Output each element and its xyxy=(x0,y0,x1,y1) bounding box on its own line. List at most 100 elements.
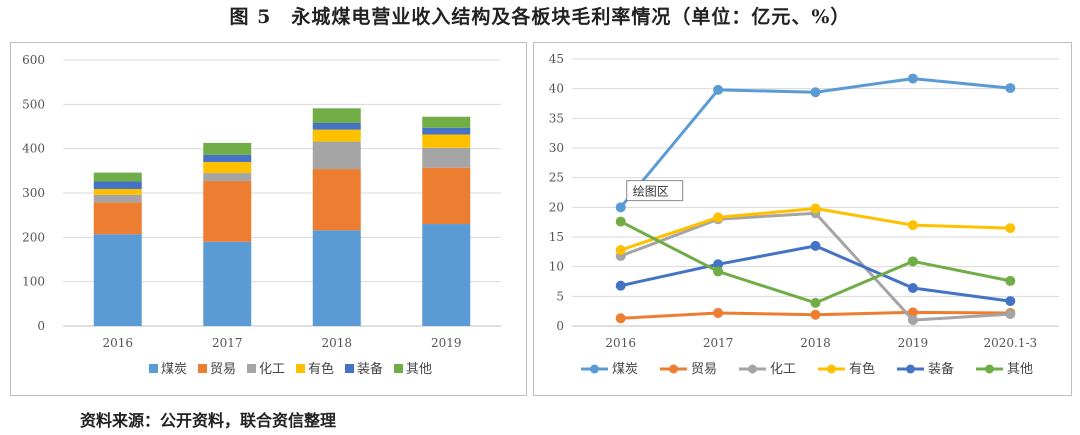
data-point xyxy=(1005,296,1016,307)
legend-label: 贸易 xyxy=(691,362,717,377)
data-point xyxy=(1005,223,1016,234)
data-point xyxy=(615,216,626,227)
data-point xyxy=(713,212,724,223)
legend-marker xyxy=(590,364,599,374)
bar-segment xyxy=(312,169,361,231)
data-point xyxy=(713,307,724,318)
data-point xyxy=(1005,309,1016,320)
y-tick-label: 15 xyxy=(549,230,564,244)
y-tick-label: 10 xyxy=(549,260,564,274)
x-tick-label: 2019 xyxy=(898,336,929,350)
bar-segment xyxy=(203,241,252,326)
y-tick-label: 400 xyxy=(22,142,45,156)
x-tick-label: 2017 xyxy=(703,336,734,350)
x-tick-label: 2018 xyxy=(800,336,831,350)
legend-label: 有色 xyxy=(308,361,334,377)
bar-segment xyxy=(93,181,142,190)
data-point xyxy=(907,315,918,326)
y-tick-label: 100 xyxy=(22,275,45,289)
data-point xyxy=(1005,83,1016,94)
legend-swatch xyxy=(394,364,403,373)
y-tick-label: 5 xyxy=(556,289,564,303)
y-tick-label: 30 xyxy=(549,141,564,155)
bar-segment xyxy=(93,172,142,182)
legend-label: 煤炭 xyxy=(612,362,638,377)
tooltip-box xyxy=(626,180,684,202)
data-point xyxy=(615,202,626,213)
gross-margin-chart: 0 5 10 15 20 25 30 35 40 45 2016 2017 2018 2019 2020.1… xyxy=(533,42,1072,396)
x-tick-label: 2020.1-3 xyxy=(983,336,1037,350)
legend-label: 化工 xyxy=(259,362,285,377)
x-tick-label: 2016 xyxy=(102,336,133,350)
bar-segment xyxy=(422,224,471,326)
tooltip-label: 绘图区 xyxy=(633,184,669,199)
legend-swatch xyxy=(149,364,158,373)
data-point xyxy=(615,280,626,291)
data-point xyxy=(810,87,821,98)
line-chart-svg: 0 5 10 15 20 25 30 35 40 45 2016 2017 2018 2019 2020.1… xyxy=(549,52,1059,377)
legend-marker xyxy=(906,364,915,374)
data-point xyxy=(810,297,821,308)
legend-marker xyxy=(748,364,757,374)
bar-segment xyxy=(93,202,142,235)
data-point xyxy=(907,283,918,294)
bar-segment xyxy=(93,194,142,203)
y-tick-label: 40 xyxy=(549,82,564,96)
revenue-structure-chart: 0 100 200 300 400 500 600 2016 2017 2018 2019 煤炭 贸易 化… xyxy=(10,42,527,396)
bar-segment xyxy=(422,167,471,225)
data-point xyxy=(713,266,724,277)
legend-swatch xyxy=(247,364,256,373)
y-tick-label: 0 xyxy=(556,319,564,333)
legend-label: 煤炭 xyxy=(161,362,187,377)
bar-segment xyxy=(93,189,142,195)
legend-label: 其他 xyxy=(1007,362,1033,377)
y-tick-label: 45 xyxy=(549,52,564,66)
plot-area-tooltip: 绘图区 xyxy=(626,180,684,202)
bar-segment xyxy=(422,116,471,128)
legend-label: 贸易 xyxy=(210,362,236,377)
legend-label: 装备 xyxy=(357,361,383,377)
bar-segment xyxy=(203,181,252,242)
data-point xyxy=(907,220,918,231)
y-tick-label: 20 xyxy=(549,200,564,214)
data-point xyxy=(907,256,918,267)
data-point xyxy=(810,203,821,214)
data-point xyxy=(713,84,724,95)
legend-swatch xyxy=(296,364,305,373)
legend-swatch xyxy=(198,364,207,373)
data-point xyxy=(810,240,821,251)
y-tick-label: 0 xyxy=(37,319,45,333)
y-tick-label: 300 xyxy=(22,186,45,200)
x-tick-label: 2018 xyxy=(321,336,352,350)
legend-marker xyxy=(669,364,678,374)
legend-label: 其他 xyxy=(406,362,432,377)
bar-segment xyxy=(312,129,361,142)
bar-segment xyxy=(203,154,252,162)
bar-segment xyxy=(203,173,252,182)
y-tick-label: 35 xyxy=(549,111,564,125)
legend-swatch xyxy=(345,364,354,373)
y-tick-label: 25 xyxy=(549,171,564,185)
data-point xyxy=(615,245,626,256)
bar-segment xyxy=(422,134,471,148)
y-tick-label: 500 xyxy=(22,97,45,111)
legend-label: 装备 xyxy=(928,361,954,377)
bar-segment xyxy=(312,108,361,123)
legend-label: 有色 xyxy=(849,361,875,377)
data-point xyxy=(907,73,918,84)
data-point xyxy=(1005,275,1016,286)
bar-segment xyxy=(312,141,361,170)
legend-marker xyxy=(827,364,836,374)
x-tick-label: 2017 xyxy=(212,336,243,350)
bar-segment xyxy=(422,127,471,135)
bar-segment xyxy=(93,234,142,326)
bar-segment xyxy=(203,142,252,155)
data-point xyxy=(615,313,626,324)
y-tick-label: 600 xyxy=(22,53,45,67)
data-point xyxy=(810,309,821,320)
figure-title: 图 5 永城煤电营业收入结构及各板块毛利率情况（单位：亿元、%） xyxy=(229,6,851,28)
bar-segment xyxy=(203,161,252,174)
x-tick-label: 2019 xyxy=(431,336,462,350)
source-note: 资料来源：公开资料，联合资信整理 xyxy=(80,411,337,430)
y-tick-label: 200 xyxy=(22,230,45,244)
